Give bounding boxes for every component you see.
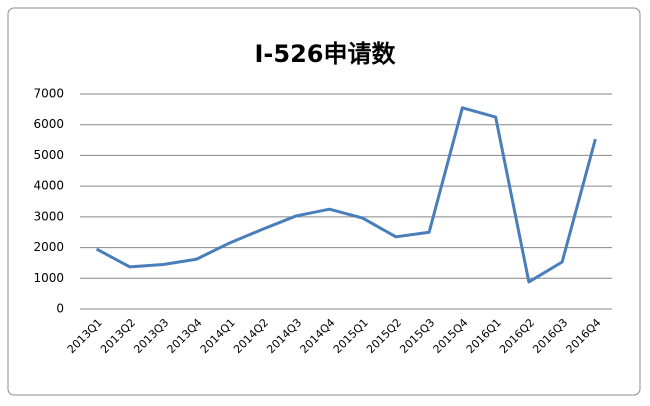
data-line xyxy=(95,106,597,284)
y-tick-label: 5000 xyxy=(33,148,64,162)
y-tick-label: 2000 xyxy=(33,240,64,254)
y-tick-label: 7000 xyxy=(33,87,64,101)
y-tick-label: 1000 xyxy=(33,271,64,285)
y-tick-label: 6000 xyxy=(33,117,64,131)
chart-title: I-526申请数 xyxy=(255,40,397,68)
y-tick-label: 3000 xyxy=(33,209,64,223)
y-tick-label: 4000 xyxy=(33,179,64,193)
y-tick-label: 0 xyxy=(56,302,64,316)
chart-frame xyxy=(7,7,641,396)
